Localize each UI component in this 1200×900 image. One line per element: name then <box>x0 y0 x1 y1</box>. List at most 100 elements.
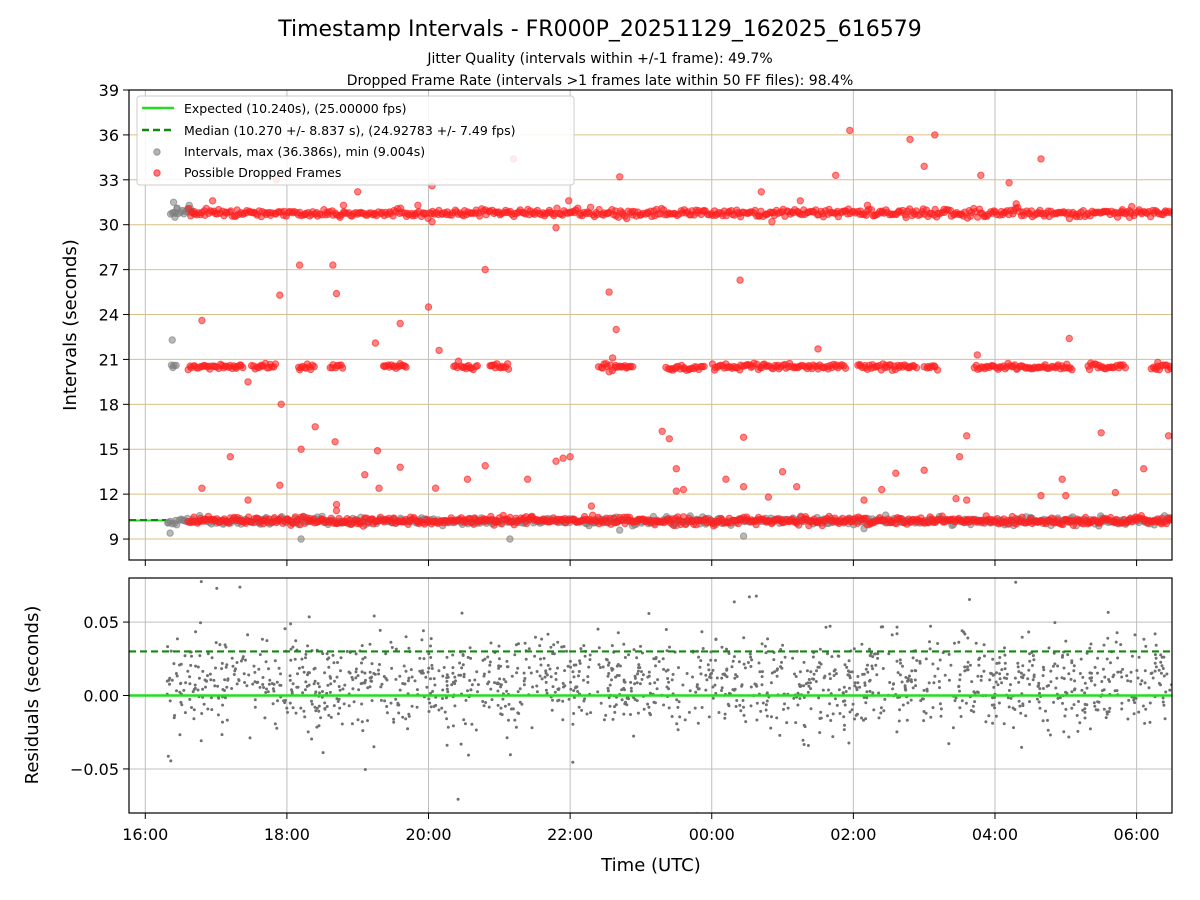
residual-point <box>1094 708 1098 712</box>
residual-point <box>237 678 241 682</box>
residual-point <box>1106 636 1110 640</box>
residual-point <box>1083 702 1087 706</box>
residual-point <box>638 682 642 686</box>
dropped-frame-point <box>608 354 617 362</box>
residual-point <box>1134 696 1138 700</box>
residual-point <box>430 663 434 667</box>
residual-point <box>339 669 342 673</box>
residual-point <box>646 675 650 679</box>
residual-point <box>991 721 995 725</box>
residual-point <box>914 684 918 688</box>
residual-point <box>1018 704 1022 708</box>
residual-point <box>888 681 892 684</box>
residual-point <box>328 690 332 694</box>
residual-point <box>543 675 547 679</box>
residual-point <box>1028 652 1032 656</box>
residual-point <box>288 678 292 682</box>
residual-point <box>289 622 293 626</box>
residual-point <box>215 586 219 590</box>
residual-point <box>445 679 449 683</box>
residual-point <box>947 742 951 746</box>
residual-point <box>733 676 737 680</box>
residual-point <box>998 672 1002 676</box>
residual-point <box>640 670 643 674</box>
residual-point <box>629 680 633 684</box>
residual-point <box>508 753 512 757</box>
residual-point <box>1148 720 1152 724</box>
dropped-frame-point <box>973 351 981 359</box>
chart-subtitle-jitter: Jitter Quality (intervals within +/-1 fr… <box>426 51 772 67</box>
residual-point <box>523 641 527 645</box>
residual-point <box>501 697 505 701</box>
residual-point <box>175 689 178 693</box>
dropped-frame-point <box>559 454 567 462</box>
residual-point <box>216 713 220 717</box>
residual-point <box>877 716 881 720</box>
residual-point <box>427 666 431 670</box>
residual-point <box>1052 700 1056 704</box>
top-y-axis-label: Intervals (seconds) <box>60 239 81 411</box>
residual-point <box>507 702 511 706</box>
residual-point <box>721 672 725 676</box>
residual-point <box>426 670 430 674</box>
residual-point <box>571 670 575 674</box>
residual-point <box>761 670 764 674</box>
residual-point <box>321 690 324 693</box>
residual-point <box>795 649 799 653</box>
residual-point <box>714 691 718 695</box>
residual-point <box>403 682 407 686</box>
residual-point <box>855 686 859 690</box>
residual-point <box>332 661 336 665</box>
dropped-frame-point <box>329 261 337 269</box>
dropped-frame-point <box>552 457 560 465</box>
residual-point <box>693 706 697 710</box>
residual-point <box>705 678 709 682</box>
residual-point <box>897 719 901 723</box>
dropped-frame-point <box>955 453 964 461</box>
dropped-frame-point <box>339 201 348 210</box>
residual-point <box>295 685 299 689</box>
dropped-frame-point <box>1005 179 1013 187</box>
residual-point <box>538 644 542 648</box>
residual-point <box>881 625 885 629</box>
residual-point <box>336 712 340 716</box>
residual-point <box>368 642 372 646</box>
residual-point <box>596 690 600 694</box>
dropped-frame-point <box>310 362 318 371</box>
residual-point <box>959 715 963 718</box>
residual-point <box>783 702 786 706</box>
residual-point <box>422 657 426 661</box>
residual-point <box>166 754 170 758</box>
residual-point <box>552 643 556 647</box>
residual-point <box>231 664 235 668</box>
residual-point <box>861 672 865 676</box>
residual-point <box>184 681 188 685</box>
residual-point <box>1089 679 1093 683</box>
residual-point <box>188 697 192 701</box>
residual-point <box>489 687 493 691</box>
residual-point <box>468 646 472 650</box>
residual-point <box>1073 679 1077 683</box>
residual-point <box>470 683 474 687</box>
residual-point <box>694 690 698 694</box>
residual-point <box>410 675 414 679</box>
residual-point <box>804 682 808 686</box>
residual-point <box>786 706 790 710</box>
residual-point <box>1132 698 1136 702</box>
residual-point <box>445 717 449 721</box>
residual-point <box>392 720 396 724</box>
residual-point <box>462 718 466 722</box>
residual-point <box>879 711 883 715</box>
residual-point <box>901 703 905 707</box>
residual-point <box>383 699 387 703</box>
residual-point <box>1064 639 1068 643</box>
residual-point <box>1012 726 1015 730</box>
residual-point <box>739 709 743 713</box>
residual-point <box>539 657 542 661</box>
residual-point <box>260 637 264 641</box>
residual-point <box>535 684 539 688</box>
residual-point <box>933 674 937 678</box>
residual-point <box>333 679 336 683</box>
residual-point <box>424 675 428 679</box>
